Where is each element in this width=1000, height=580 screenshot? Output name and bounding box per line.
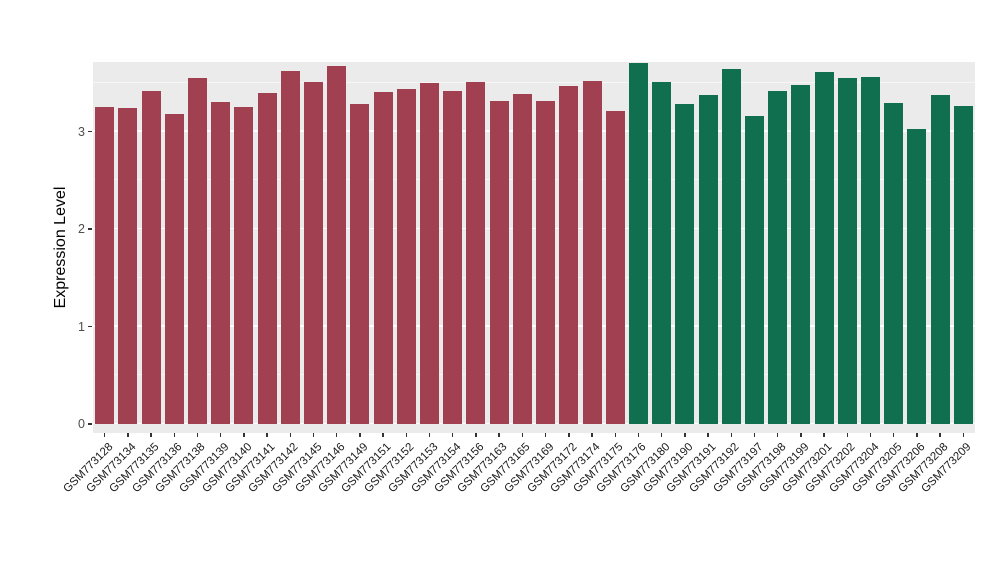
bar [489, 101, 509, 424]
bar [95, 107, 115, 424]
x-tick-mark [243, 433, 245, 437]
bar [930, 95, 950, 424]
x-tick-mark [660, 433, 663, 437]
x-tick-mark [312, 433, 315, 437]
x-tick-mark [753, 433, 756, 437]
bar [698, 95, 718, 424]
x-tick-mark [893, 433, 895, 437]
y-tick-mark [88, 325, 92, 328]
x-tick-mark [591, 433, 593, 437]
bar [745, 115, 764, 424]
bar [257, 93, 277, 424]
x-tick-mark [498, 433, 500, 437]
y-axis-title: Expression Level [52, 186, 69, 309]
bar [768, 90, 788, 424]
bar [628, 63, 648, 424]
x-tick-mark [359, 433, 361, 437]
y-tick-label: 3 [78, 124, 85, 139]
major-gridline [93, 325, 975, 327]
bar [512, 94, 532, 424]
x-tick-mark [637, 433, 640, 437]
bar [443, 90, 463, 424]
bar [373, 91, 393, 424]
x-tick-mark [127, 433, 129, 437]
bar [791, 84, 811, 424]
bar [652, 81, 672, 424]
major-gridline [93, 130, 975, 132]
x-tick-mark [614, 433, 616, 437]
major-gridline [93, 422, 975, 424]
x-tick-mark [150, 433, 152, 437]
x-tick-mark [289, 433, 291, 437]
y-tick-mark [88, 130, 92, 133]
minor-gridline [93, 81, 975, 83]
bar [141, 90, 161, 424]
minor-gridline [93, 374, 975, 376]
bar [350, 104, 370, 424]
x-tick-mark [730, 433, 732, 437]
bar [953, 106, 973, 424]
x-tick-mark [800, 433, 802, 437]
y-tick-mark [88, 423, 92, 425]
x-tick-mark [336, 433, 338, 437]
minor-gridline [93, 179, 975, 181]
plot-panel [93, 62, 975, 433]
x-tick-mark [962, 433, 965, 437]
x-tick-mark [707, 433, 709, 437]
y-tick-label: 2 [78, 222, 85, 236]
x-tick-mark [684, 433, 686, 437]
bar [164, 113, 184, 424]
x-tick-mark [869, 433, 872, 437]
bar [814, 72, 834, 424]
bar [234, 107, 254, 424]
x-tick-mark [405, 433, 408, 437]
bar [280, 71, 300, 424]
x-tick-mark [916, 433, 918, 437]
bar [675, 104, 695, 424]
bar [721, 69, 741, 424]
minor-gridline [93, 276, 975, 278]
bar [187, 77, 207, 424]
x-tick-mark [428, 433, 431, 437]
bar [420, 82, 440, 424]
bar [536, 101, 556, 424]
major-gridline [93, 227, 975, 229]
x-tick-mark [382, 433, 384, 437]
bar [861, 76, 881, 424]
y-tick-mark [88, 228, 92, 230]
x-tick-mark [173, 433, 175, 437]
bar [211, 102, 231, 424]
x-tick-mark [846, 433, 849, 437]
x-tick-mark [266, 433, 268, 437]
x-tick-mark [196, 433, 199, 437]
y-tick-label: 1 [78, 319, 85, 334]
x-tick-mark [521, 433, 524, 437]
bar [605, 111, 625, 424]
bar [884, 103, 904, 424]
x-tick-mark [544, 433, 547, 437]
x-tick-mark [777, 433, 779, 437]
x-tick-mark [823, 433, 825, 437]
x-tick-mark [103, 433, 106, 437]
bar [118, 108, 138, 424]
bar [559, 85, 579, 424]
bar [837, 77, 857, 424]
bar [907, 128, 927, 424]
y-tick-label: 0 [78, 417, 85, 431]
bar [466, 81, 486, 424]
bar [582, 80, 602, 424]
x-tick-mark [939, 433, 941, 437]
bar [304, 81, 323, 424]
bar [396, 88, 416, 424]
x-tick-mark [568, 433, 570, 437]
x-tick-mark [452, 433, 454, 437]
x-tick-mark [219, 433, 222, 437]
x-tick-mark [475, 433, 477, 437]
bar [327, 66, 347, 424]
